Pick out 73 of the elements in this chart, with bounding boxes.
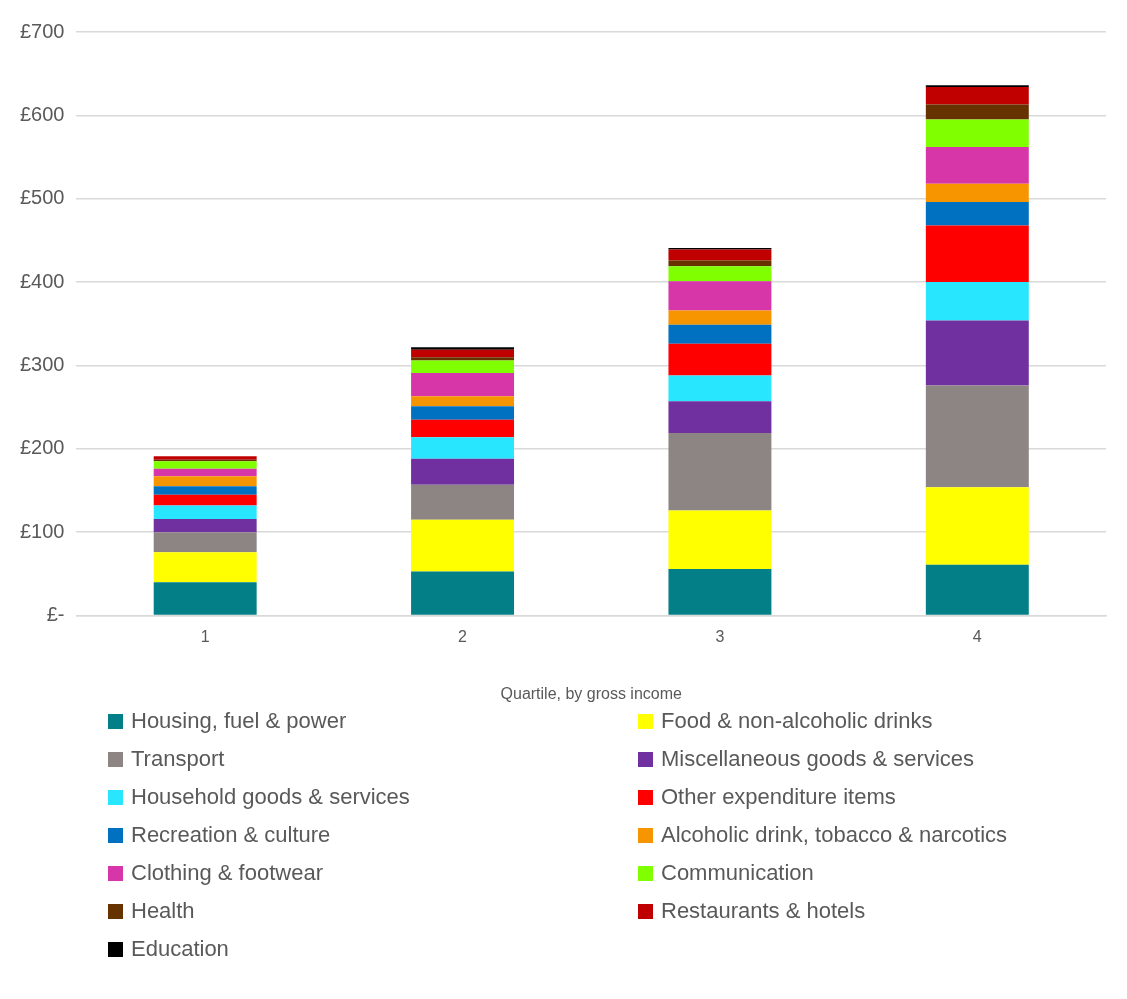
- bar: [668, 343, 772, 376]
- bar: [668, 375, 772, 402]
- bar: [668, 324, 772, 344]
- bar: [153, 476, 257, 487]
- legend-label: Housing, fuel & power: [131, 708, 347, 734]
- bar: [153, 582, 257, 615]
- bar: [668, 249, 772, 261]
- bar: [668, 260, 772, 267]
- bar: [153, 552, 257, 583]
- bar: [153, 532, 257, 553]
- bar: [668, 281, 772, 311]
- bar: [925, 104, 1029, 120]
- bar: [925, 487, 1029, 565]
- bar: [411, 372, 515, 397]
- x-tick-label: 2: [458, 627, 468, 645]
- bar: [411, 347, 515, 350]
- legend-label: Miscellaneous goods & services: [661, 746, 975, 772]
- y-tick-label: £200: [19, 436, 65, 459]
- legend-label: Recreation & culture: [131, 822, 331, 848]
- legend-label: Household goods & services: [131, 784, 410, 810]
- bar: [411, 357, 515, 361]
- bar: [925, 87, 1029, 105]
- bar: [668, 401, 772, 434]
- x-axis-title: Quartile, by gross income: [500, 684, 683, 702]
- bar: [153, 486, 257, 495]
- bar: [411, 437, 515, 459]
- y-tick-label: £500: [19, 186, 65, 209]
- bar: [153, 505, 257, 519]
- y-tick-label: £300: [19, 353, 65, 375]
- bar: [925, 282, 1029, 321]
- y-tick-label: £100: [19, 519, 65, 542]
- bar: [153, 518, 257, 533]
- bar: [668, 310, 772, 325]
- x-tick-label: 1: [200, 627, 210, 645]
- bar: [411, 419, 515, 438]
- legend-label: Communication: [661, 860, 814, 886]
- x-tick-label: 3: [715, 627, 725, 645]
- bar: [925, 225, 1029, 283]
- legend-label: Alcoholic drink, tobacco & narcotics: [661, 822, 1008, 848]
- bar: [925, 320, 1029, 386]
- bar: [153, 494, 257, 506]
- bar: [925, 202, 1029, 226]
- bar: [411, 571, 515, 615]
- legend-label: Clothing & footwear: [131, 860, 323, 886]
- y-tick-label: £-: [46, 603, 65, 626]
- legend-label: Food & non-alcoholic drinks: [661, 708, 933, 734]
- bar: [411, 519, 515, 572]
- bar: [153, 461, 257, 469]
- x-tick-label: 4: [972, 627, 982, 645]
- y-tick-label: £700: [19, 19, 65, 42]
- bar: [411, 349, 515, 358]
- bar: [925, 564, 1029, 615]
- bar: [925, 183, 1029, 203]
- y-tick-label: £600: [19, 102, 65, 125]
- bar: [668, 510, 772, 569]
- legend-label: Health: [131, 898, 195, 924]
- bar: [411, 458, 515, 485]
- bar: [668, 266, 772, 282]
- bar: [411, 406, 515, 420]
- legend-label: Transport: [131, 746, 225, 772]
- legend-label: Education: [131, 936, 229, 962]
- y-tick-label: £400: [19, 269, 65, 292]
- bar: [668, 568, 772, 615]
- bar: [925, 385, 1029, 488]
- bar: [153, 468, 257, 477]
- bar: [411, 396, 515, 407]
- bar: [411, 360, 515, 373]
- bar: [925, 147, 1029, 184]
- legend-label: Restaurants & hotels: [661, 898, 866, 924]
- bar: [668, 433, 772, 511]
- bar: [411, 484, 515, 520]
- legend-label: Other expenditure items: [661, 784, 896, 810]
- bar: [925, 119, 1029, 148]
